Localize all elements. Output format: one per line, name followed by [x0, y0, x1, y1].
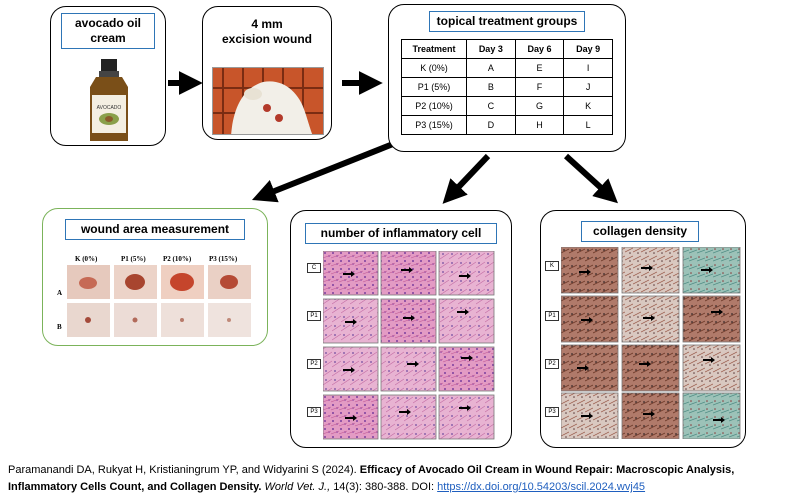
wound-area-title: wound area measurement	[65, 219, 245, 240]
table-cell: I	[563, 58, 613, 78]
table-cell: P3 (15%)	[401, 115, 467, 135]
table-cell: A	[466, 58, 516, 78]
table-cell: K	[563, 96, 613, 116]
he-stain-micrograph-grid	[323, 251, 495, 440]
wound-photo-row-a	[67, 265, 251, 299]
inflammatory-box: number of inflammatory cell C P1 P2 P3	[290, 210, 512, 448]
wound-photo-row-b	[67, 303, 251, 337]
table-cell: E	[514, 58, 565, 78]
citation-issue: 14(3): 380-388. DOI:	[333, 481, 435, 493]
avocado-title: avocado oil cream	[61, 13, 155, 49]
citation-caption: Paramanandi DA, Rukyat H, Kristianingrum…	[8, 462, 794, 496]
groups-box: topical treatment groups Treatment Day 3…	[388, 4, 626, 152]
collagen-box: collagen density K P1 P2 P3	[540, 210, 746, 448]
citation-journal: World Vet. J.,	[264, 481, 331, 493]
wound-area-box: wound area measurement K (0%) P1 (5%) P2…	[42, 208, 268, 346]
excision-title: 4 mm excision wound	[221, 17, 312, 46]
citation-authors: Paramanandi DA, Rukyat H, Kristianingrum…	[8, 464, 357, 476]
groups-title: topical treatment groups	[429, 11, 585, 32]
table-row: P2 (10%) C G K	[401, 96, 613, 116]
wound-col-label-k: K (0%)	[75, 255, 98, 263]
col-header-treatment: Treatment	[401, 39, 467, 59]
col-header-day6: Day 6	[514, 39, 565, 59]
citation-doi-link[interactable]: https://dx.doi.org/10.54203/scil.2024.wv…	[437, 481, 646, 493]
inflammatory-row-label-p2: P2	[307, 359, 321, 369]
table-cell: K (0%)	[401, 58, 467, 78]
table-cell: F	[514, 77, 565, 97]
inflammatory-title: number of inflammatory cell	[305, 223, 497, 244]
collagen-row-label-p2: P2	[545, 359, 559, 369]
table-cell: P1 (5%)	[401, 77, 467, 97]
table-cell: D	[466, 115, 516, 135]
collagen-title: collagen density	[581, 221, 699, 242]
wound-col-label-p3: P3 (15%)	[209, 255, 238, 263]
table-cell: L	[563, 115, 613, 135]
excision-box: 4 mm excision wound	[202, 6, 332, 140]
citation-title: Efficacy of Avocado Oil Cream in Wound R…	[8, 464, 735, 493]
wound-photo-grid	[67, 265, 251, 337]
table-cell: B	[466, 77, 516, 97]
wound-col-label-p2: P2 (10%)	[163, 255, 192, 263]
inflammatory-row-label-p1: P1	[307, 311, 321, 321]
col-header-day3: Day 3	[466, 39, 516, 59]
inflammatory-row-label-p3: P3	[307, 407, 321, 417]
table-row: P1 (5%) B F J	[401, 77, 613, 97]
arrow-groups-to-wound-area	[251, 139, 400, 203]
table-cell: G	[514, 96, 565, 116]
table-cell: H	[514, 115, 565, 135]
wound-row-label-b: B	[57, 323, 62, 331]
arrow-groups-to-inflammatory	[442, 153, 491, 204]
avocado-box: avocado oil cream AVOCADO	[50, 6, 166, 146]
wound-row-label-a: A	[57, 289, 63, 297]
table-cell: P2 (10%)	[401, 96, 467, 116]
col-header-day9: Day 9	[563, 39, 613, 59]
table-row: K (0%) A E I	[401, 58, 613, 78]
collagen-row-label-k: K	[545, 261, 559, 271]
wound-col-label-p1: P1 (5%)	[121, 255, 146, 263]
trichrome-micrograph-grid	[561, 247, 741, 439]
bottle-label: AVOCADO	[97, 105, 122, 111]
mouse-wound-photo	[212, 67, 324, 135]
groups-header-row: Treatment Day 3 Day 6 Day 9	[401, 39, 613, 59]
table-cell: C	[466, 96, 516, 116]
groups-table: Treatment Day 3 Day 6 Day 9 K (0%) A E I…	[401, 39, 613, 135]
table-row: P3 (15%) D H L	[401, 115, 613, 135]
inflammatory-row-label-c: C	[307, 263, 321, 273]
collagen-row-label-p1: P1	[545, 311, 559, 321]
collagen-row-label-p3: P3	[545, 407, 559, 417]
table-cell: J	[563, 77, 613, 97]
avocado-bottle-image: AVOCADO	[90, 59, 128, 141]
arrow-groups-to-collagen	[563, 153, 618, 204]
